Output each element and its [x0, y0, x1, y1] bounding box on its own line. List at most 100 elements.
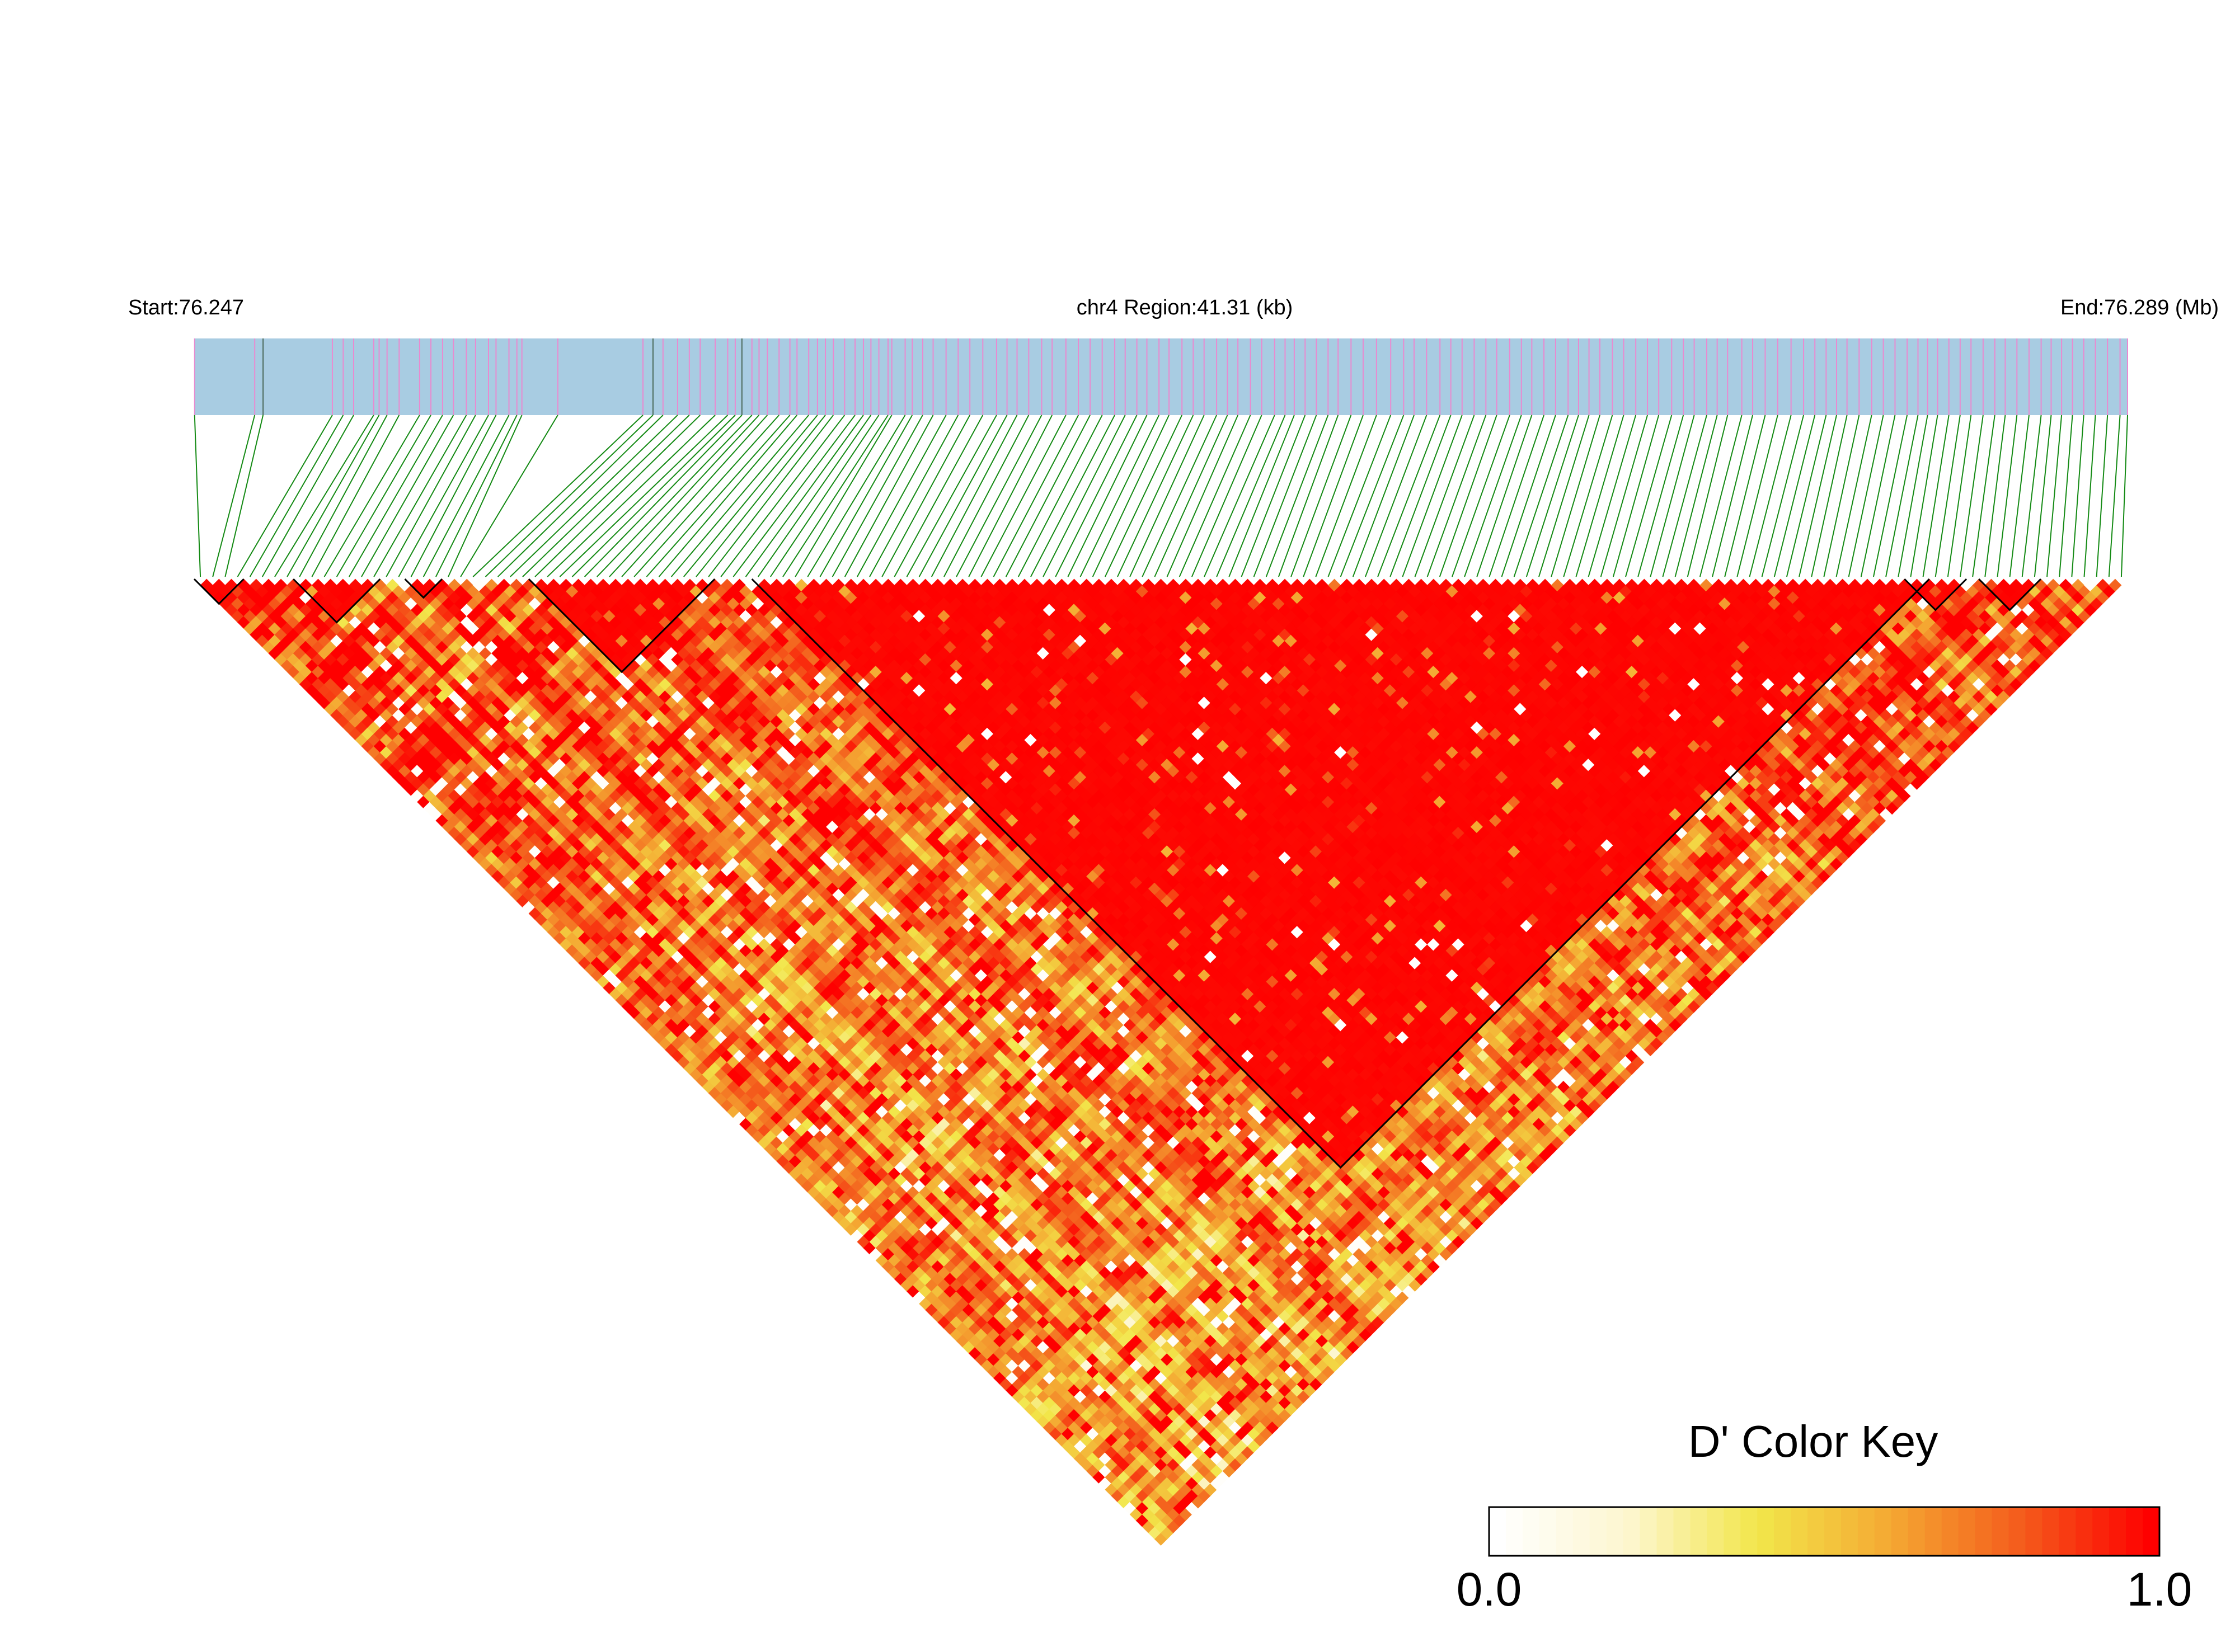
snp-connector: [1525, 415, 1579, 577]
snp-connector: [1055, 415, 1138, 577]
snp-connector: [1067, 415, 1148, 577]
snp-connector: [2108, 415, 2121, 577]
snp-connector: [485, 415, 654, 577]
snp-connector: [1588, 415, 1637, 577]
snp-connector: [2021, 415, 2042, 577]
snp-connector: [720, 415, 846, 577]
snp-connector: [696, 415, 826, 577]
snp-connector: [646, 415, 791, 577]
snp-connector: [1265, 415, 1329, 577]
snp-connector: [918, 415, 1008, 577]
snp-connector: [795, 415, 893, 577]
snp-connector: [261, 415, 354, 577]
snp-connector: [1551, 415, 1600, 577]
snp-connector: [1997, 415, 2018, 577]
snp-connector: [373, 415, 467, 577]
snp-connector: [844, 415, 934, 577]
snp-connector: [1860, 415, 1896, 577]
region-end-label: End:76.289 (Mb): [2060, 296, 2219, 319]
snp-connector: [1761, 415, 1805, 577]
snp-connector: [670, 415, 809, 577]
snp-connector: [1848, 415, 1884, 577]
snp-connector: [534, 415, 701, 577]
snp-connector: [348, 415, 443, 577]
snp-connector: [1377, 415, 1441, 577]
snp-connector: [1303, 415, 1364, 577]
region-bar-group: [194, 338, 2128, 415]
snp-connector: [1563, 415, 1613, 577]
snp-connector: [733, 415, 856, 577]
region-start-label: Start:76.247: [128, 296, 244, 319]
snp-connector: [770, 415, 880, 577]
snp-connector: [1811, 415, 1848, 577]
snp-connector: [807, 415, 906, 577]
snp-connector: [1389, 415, 1452, 577]
snp-connector: [361, 415, 454, 577]
region-title: chr4 Region:41.31 (kb): [1077, 296, 1293, 319]
snp-connector: [1154, 415, 1228, 577]
snp-connector: [1749, 415, 1792, 577]
snp-connector: [1117, 415, 1194, 577]
snp-connector: [212, 415, 256, 577]
snp-connector: [1910, 415, 1938, 577]
snp-connector: [1625, 415, 1673, 577]
snp-connector: [1501, 415, 1556, 577]
snp-connector: [1178, 415, 1251, 577]
snp-connector: [299, 415, 388, 577]
snp-connector: [422, 415, 510, 577]
snp-connector: [2009, 415, 2030, 577]
snp-connector: [1600, 415, 1648, 577]
snp-connector: [757, 415, 872, 577]
snp-connector: [1513, 415, 1569, 577]
snp-connector: [1712, 415, 1754, 577]
snp-connector: [1315, 415, 1377, 577]
snp-connector: [968, 415, 1053, 577]
snp-connector: [547, 415, 716, 577]
snp-connector: [398, 415, 489, 577]
snp-connector: [1575, 415, 1624, 577]
snp-connector: [1799, 415, 1837, 577]
snp-connector: [745, 415, 864, 577]
snp-connector: [2083, 415, 2096, 577]
snp-connector: [931, 415, 1018, 577]
snp-connector: [472, 415, 644, 577]
snp-connector: [1092, 415, 1170, 577]
snp-connector: [1253, 415, 1317, 577]
snp-connector: [287, 415, 380, 577]
snp-connector: [1017, 415, 1103, 577]
snp-connector: [571, 415, 736, 577]
snp-connector: [1637, 415, 1684, 577]
snp-connector: [1612, 415, 1660, 577]
snp-connector: [1290, 415, 1352, 577]
snp-connector: [1898, 415, 1928, 577]
snp-connector: [1724, 415, 1766, 577]
snp-connector: [683, 415, 818, 577]
snp-connector: [1129, 415, 1205, 577]
snp-connector: [832, 415, 923, 577]
snp-connector: [1922, 415, 1950, 577]
snp-connector: [448, 415, 523, 577]
snp-connector: [559, 415, 729, 577]
snp-connector: [1489, 415, 1544, 577]
ld-cells: [200, 578, 2122, 1546]
snp-connector: [237, 415, 333, 577]
snp-connector: [386, 415, 476, 577]
snp-connector: [1352, 415, 1415, 577]
snp-connector: [881, 415, 971, 577]
snp-connector: [1204, 415, 1275, 577]
snp-connector: [1166, 415, 1239, 577]
snp-connector: [224, 415, 264, 577]
snp-connector: [1476, 415, 1533, 577]
snp-connector: [1043, 415, 1126, 577]
snp-connector: [460, 415, 558, 577]
snp-connector: [194, 415, 201, 577]
snp-connector: [1786, 415, 1827, 577]
snp-connector: [1228, 415, 1295, 577]
snp-connector: [1005, 415, 1091, 577]
snp-connector: [435, 415, 518, 577]
snp-connector: [1736, 415, 1778, 577]
snp-connector: [510, 415, 678, 577]
snp-connector: [1030, 415, 1115, 577]
snp-connector: [2120, 415, 2128, 577]
